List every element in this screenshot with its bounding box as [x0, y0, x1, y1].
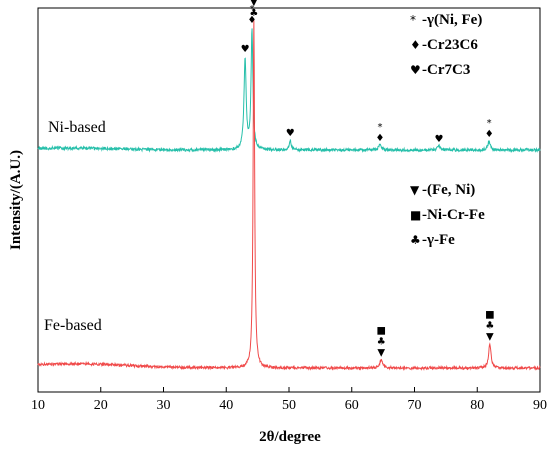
legend-entry: -(Fe, Ni): [422, 182, 475, 198]
peak-marker: ♦: [376, 133, 385, 144]
x-tick-label: 40: [219, 398, 233, 413]
legend-phases-fe: ▼ -(Fe, Ni)■ -Ni-Cr-Fe♣ -γ-Fe: [410, 182, 485, 248]
trace-label-ni-based: Ni-based: [48, 119, 106, 136]
peak-marker: ♥: [241, 44, 250, 55]
legend-phases-ni: * -γ(Ni, Fe)♦ -Cr23C6♥ -Cr7C3: [410, 12, 482, 78]
traces: [37, 20, 541, 372]
x-tick-label: 50: [282, 398, 296, 413]
x-tick-label: 70: [408, 398, 422, 413]
x-axis-label: 2θ/degree: [259, 429, 321, 445]
legend-symbol: ♥: [410, 63, 421, 77]
peak-marker: ♦: [247, 15, 256, 26]
legend-symbol: ■: [410, 208, 421, 222]
peak-marker: ♣: [249, 8, 258, 19]
series-line-fe-based: [37, 20, 541, 372]
peak-marker: *: [377, 122, 382, 133]
peak-marker: ▼: [250, 0, 258, 8]
y-axis-label: Intensity/(A.U.): [8, 150, 24, 250]
x-tick-label: 60: [345, 398, 359, 413]
x-tick-label: 90: [533, 398, 547, 413]
legend-entry: -Cr23C6: [422, 37, 478, 53]
legend-entry: -γ(Ni, Fe): [422, 12, 482, 28]
series-line-ni-based: [37, 28, 541, 154]
legend-symbol: ▼: [410, 183, 420, 197]
legend-symbol: ♣: [410, 233, 421, 247]
peak-marker: ♦: [485, 129, 494, 140]
peak-marker: ▼: [377, 347, 385, 358]
x-axis-ticks: 10 20 30 40 50 60 70 80 90: [31, 387, 547, 413]
peak-marker: *: [249, 4, 254, 15]
peak-marker: ■: [377, 325, 386, 336]
peak-marker: *: [487, 118, 492, 129]
x-tick-label: 10: [31, 398, 45, 413]
peak-markers: ♥*♦♥*♦♥*♦■▼♣■♣▼■♣▼: [241, 0, 495, 358]
legend-symbol: ♦: [410, 38, 421, 52]
peak-marker: ♣: [485, 321, 494, 332]
legend-entry: -Cr7C3: [422, 62, 470, 78]
legend-symbol: *: [410, 13, 416, 27]
x-tick-label: 30: [157, 398, 171, 413]
peak-marker: ♥: [434, 134, 443, 145]
legend-entry: -γ-Fe: [422, 232, 455, 248]
peak-marker: ▼: [486, 332, 494, 343]
x-tick-label: 80: [470, 398, 484, 413]
legend-entry: -Ni-Cr-Fe: [422, 207, 485, 223]
peak-marker: ■: [485, 310, 494, 321]
x-tick-label: 20: [94, 398, 108, 413]
trace-label-fe-based: Fe-based: [44, 317, 102, 334]
peak-marker: ♥: [286, 128, 295, 139]
peak-marker: ♣: [377, 336, 386, 347]
